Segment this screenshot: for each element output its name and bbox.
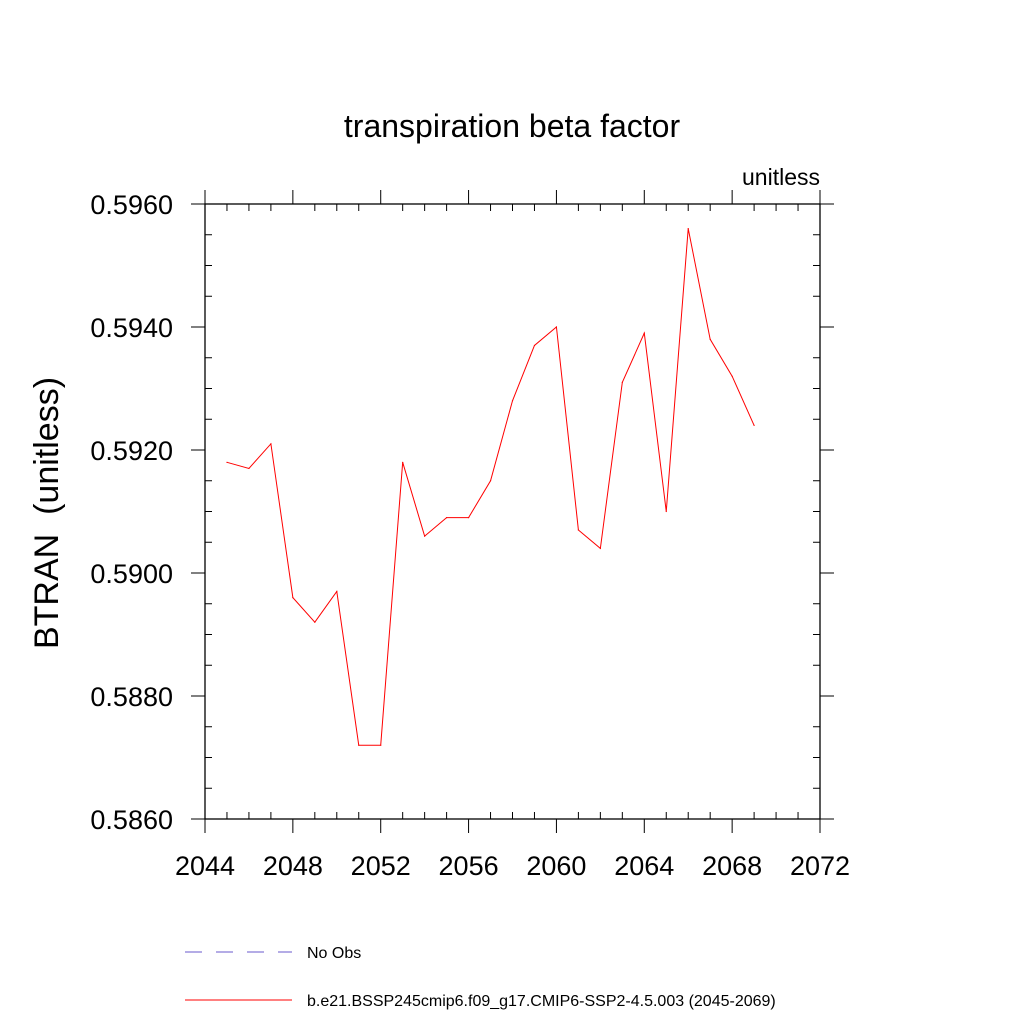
x-tick-label: 2072 [790,851,850,881]
y-axis-label: BTRAN (unitless) [28,377,66,649]
data-point [709,338,711,340]
data-point [731,375,733,377]
x-tick-label: 2060 [526,851,586,881]
data-point [599,547,601,550]
y-tick-label: 0.5900 [90,559,173,589]
x-tick-label: 2048 [263,851,323,881]
data-point [577,529,579,531]
x-tick-labels: 2044 2048 2052 2056 2060 2064 2068 2072 [175,851,850,881]
data-point [621,381,623,383]
data-point [424,535,426,537]
series-line [226,228,755,746]
data-point [489,480,492,482]
y-tick-label: 0.5940 [90,313,173,343]
y-tick-label: 0.5960 [90,190,173,220]
data-point [533,344,536,347]
x-tick-label: 2056 [439,851,499,881]
legend-label-model-run: b.e21.BSSP245cmip6.f09_g17.CMIP6-SSP2-4.… [307,993,776,1010]
data-point [687,228,689,230]
data-point [270,443,272,445]
data-point [402,461,404,463]
legend-label-no-obs: No Obs [307,945,361,962]
y-tick-label: 0.5920 [90,436,173,466]
data-point [226,461,228,463]
data-point [314,621,316,623]
data-point [292,597,294,599]
legend: No Obs b.e21.BSSP245cmip6.f09_g17.CMIP6-… [185,945,776,1010]
y-tick-label: 0.5860 [90,805,173,835]
x-tick-label: 2044 [175,851,235,881]
data-point [753,424,755,426]
data-point [643,332,645,334]
chart-title: transpiration beta factor [344,108,681,144]
data-point [380,744,382,746]
data-point [336,590,338,593]
data-point [555,326,558,328]
data-point [511,400,514,402]
units-label: unitless [742,164,820,190]
y-tick-label: 0.5880 [90,682,173,712]
plot-frame [204,203,821,820]
series-layer [226,228,755,746]
data-point [467,517,470,519]
data-point [358,744,360,746]
data-point [665,510,667,513]
axis-ticks [191,190,834,833]
data-point [248,467,250,470]
y-tick-labels: 0.5860 0.5880 0.5900 0.5920 0.5940 0.5960 [90,190,173,835]
x-tick-label: 2064 [614,851,674,881]
data-point [446,517,448,519]
x-tick-label: 2052 [351,851,411,881]
x-tick-label: 2068 [702,851,762,881]
